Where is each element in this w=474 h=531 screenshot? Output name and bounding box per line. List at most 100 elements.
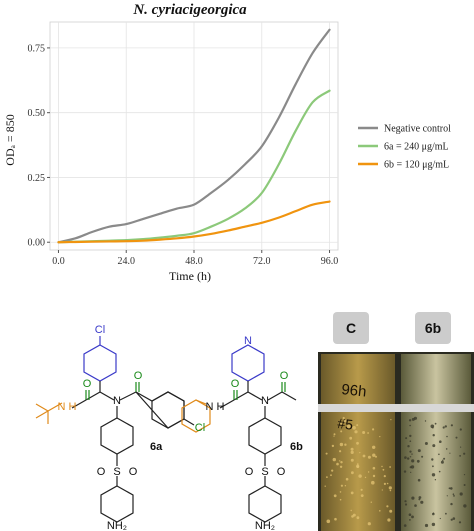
speckle [350,509,352,512]
speckle [362,454,366,458]
speckle [350,450,354,454]
speckle [364,476,367,479]
speckle [381,465,383,468]
speckle [367,455,371,459]
atom-n-b: N [261,395,269,407]
speckle [445,512,447,515]
speckle [445,448,448,450]
speckle [450,487,453,490]
atom-cl-top: Cl [95,324,105,336]
speckle [359,452,361,454]
speckle [372,474,376,478]
speckle [410,471,412,473]
plot-area [49,21,339,251]
speckle [431,458,434,461]
speckle [339,450,342,453]
speckle [381,489,383,491]
speckle [372,428,375,431]
speckle [430,424,435,429]
speckle [407,457,410,460]
speckle [404,500,407,503]
speckle [414,504,417,507]
speckle [339,442,344,447]
speckle [463,504,467,508]
speckle [362,431,366,434]
speckle [411,417,415,421]
speckle [420,500,424,504]
speckle [351,515,354,518]
speckle [409,519,411,521]
speckle [375,455,377,458]
speckle [440,460,444,464]
speckle [386,505,389,508]
speckle [403,470,407,473]
speckle [418,496,422,499]
speckle [367,432,369,434]
speckle [455,436,458,439]
y-tick-label: 0.25 [28,173,46,184]
speckle [448,487,451,490]
speckle [409,424,411,427]
speckle [326,476,328,478]
speckle [350,447,354,451]
speckle [345,477,349,481]
growth-line-chart: N. cyriacigeorgica 0.0 24.0 48.0 72.0 96.0 0… [3,2,451,283]
speckle [339,460,341,462]
atom-o2-a: O [134,370,143,382]
speckle [367,522,371,526]
speckle [347,424,351,429]
speckle [439,440,442,443]
speckle [356,463,359,465]
tag-6b: 6b [425,320,441,336]
speckle [350,491,354,495]
speckle [372,445,376,449]
tag-c: C [346,320,356,336]
speckle [424,523,429,528]
speckle [463,484,466,486]
speckle [404,503,408,506]
ring-aniline-b [248,485,282,523]
speckle [434,422,437,425]
atom-s-b: S [261,466,268,478]
legend-label-0: Negative control [384,124,451,135]
speckle [432,465,434,468]
speckle [443,457,446,460]
speckle [450,424,453,427]
speckle [333,433,336,436]
speckle [350,458,354,462]
speckle [372,466,376,470]
speckle [431,473,436,477]
x-tick-label: 48.0 [185,256,203,267]
speckle [352,426,356,430]
speckle [459,492,463,496]
x-axis-ticks: 0.0 24.0 48.0 72.0 96.0 [52,250,338,267]
speckle [339,491,342,493]
atom-s-a: S [113,466,120,478]
speckle [379,436,381,438]
tube-marking-5: #5 [337,415,354,433]
speckle [354,430,358,434]
legend: Negative control 6a = 240 μg/mL 6b = 120 μ… [358,124,451,171]
speckle [336,462,339,466]
ring-cyclohexyl [181,399,211,433]
atom-n-a: N [113,395,121,407]
speckle [332,457,336,462]
series-line-2 [57,200,331,244]
speckle [432,434,435,437]
ring-phenyl-b [248,417,282,455]
speckle [405,437,408,440]
speckle [434,479,437,481]
y-axis-ticks: 0.00 0.25 0.50 0.75 [28,43,50,249]
speckle [340,422,343,425]
speckle [382,468,385,471]
speckle [340,461,343,464]
sediment-speckles [324,416,467,528]
speckle [360,488,363,491]
speckle [403,524,407,527]
speckle [411,496,415,500]
y-tick-label: 0.75 [28,43,46,54]
speckle [340,484,343,487]
atom-o3-a: O [97,466,106,478]
speckle [417,449,421,453]
speckle [360,494,364,497]
